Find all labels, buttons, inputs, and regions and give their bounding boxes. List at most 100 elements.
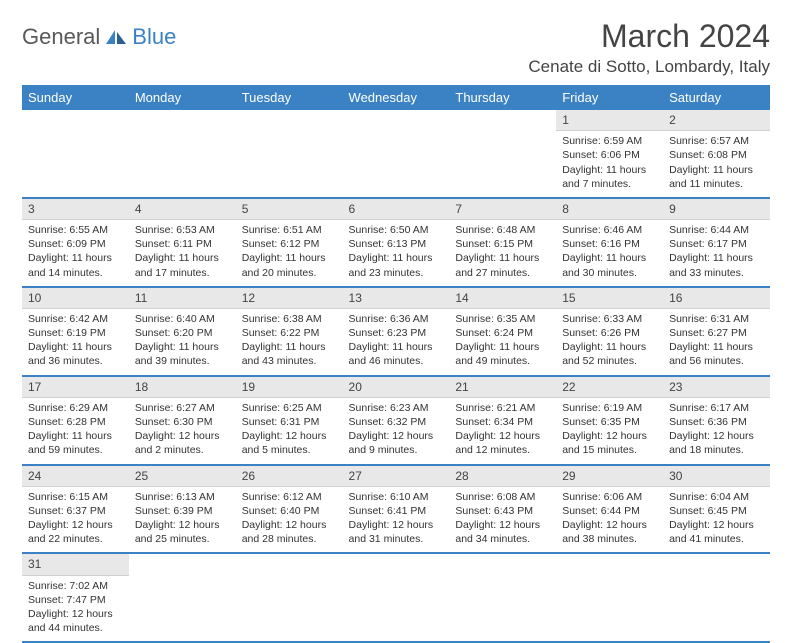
sunset-text: Sunset: 6:19 PM (28, 326, 123, 340)
sunrise-text: Sunrise: 6:23 AM (349, 401, 444, 415)
calendar-week-row: 3Sunrise: 6:55 AMSunset: 6:09 PMDaylight… (22, 198, 770, 287)
daylight-text: Daylight: 11 hours and 33 minutes. (669, 251, 764, 279)
sunrise-text: Sunrise: 6:36 AM (349, 312, 444, 326)
calendar-day-cell (343, 110, 450, 198)
sunrise-text: Sunrise: 6:48 AM (455, 223, 550, 237)
sunrise-text: Sunrise: 6:38 AM (242, 312, 337, 326)
sunset-text: Sunset: 6:06 PM (562, 148, 657, 162)
daylight-text: Daylight: 11 hours and 7 minutes. (562, 163, 657, 191)
weekday-header: Wednesday (343, 85, 450, 110)
sunrise-text: Sunrise: 6:12 AM (242, 490, 337, 504)
calendar-day-cell: 29Sunrise: 6:06 AMSunset: 6:44 PMDayligh… (556, 465, 663, 554)
sunset-text: Sunset: 6:27 PM (669, 326, 764, 340)
day-number: 1 (556, 110, 663, 131)
sunset-text: Sunset: 6:09 PM (28, 237, 123, 251)
day-number: 7 (449, 199, 556, 220)
sunset-text: Sunset: 6:23 PM (349, 326, 444, 340)
daylight-text: Daylight: 11 hours and 11 minutes. (669, 163, 764, 191)
logo-sail-icon (104, 28, 128, 46)
calendar-day-cell: 24Sunrise: 6:15 AMSunset: 6:37 PMDayligh… (22, 465, 129, 554)
sunrise-text: Sunrise: 6:51 AM (242, 223, 337, 237)
sunset-text: Sunset: 6:44 PM (562, 504, 657, 518)
day-number: 14 (449, 288, 556, 309)
calendar-day-cell: 12Sunrise: 6:38 AMSunset: 6:22 PMDayligh… (236, 287, 343, 376)
sunset-text: Sunset: 6:28 PM (28, 415, 123, 429)
daylight-text: Daylight: 12 hours and 31 minutes. (349, 518, 444, 546)
calendar-day-cell: 2 Sunrise: 6:57 AMSunset: 6:08 PMDaylight… (663, 110, 770, 198)
day-content: Sunrise: 6:12 AMSunset: 6:40 PMDaylight:… (236, 487, 343, 553)
calendar-day-cell: 18Sunrise: 6:27 AMSunset: 6:30 PMDayligh… (129, 376, 236, 465)
sunset-text: Sunset: 6:20 PM (135, 326, 230, 340)
header: GeneralBlue March 2024 Cenate di Sotto, … (22, 18, 770, 77)
sunset-text: Sunset: 6:26 PM (562, 326, 657, 340)
day-number: 11 (129, 288, 236, 309)
sunset-text: Sunset: 6:11 PM (135, 237, 230, 251)
daylight-text: Daylight: 12 hours and 41 minutes. (669, 518, 764, 546)
calendar-day-cell: 10Sunrise: 6:42 AMSunset: 6:19 PMDayligh… (22, 287, 129, 376)
calendar-day-cell: 5Sunrise: 6:51 AMSunset: 6:12 PMDaylight… (236, 198, 343, 287)
sunset-text: Sunset: 6:36 PM (669, 415, 764, 429)
sunrise-text: Sunrise: 7:02 AM (28, 579, 123, 593)
day-number: 13 (343, 288, 450, 309)
sunset-text: Sunset: 6:15 PM (455, 237, 550, 251)
calendar-day-cell (22, 110, 129, 198)
daylight-text: Daylight: 12 hours and 2 minutes. (135, 429, 230, 457)
day-number: 2 (663, 110, 770, 131)
calendar-week-row: 31Sunrise: 7:02 AMSunset: 7:47 PMDayligh… (22, 553, 770, 642)
day-number: 27 (343, 466, 450, 487)
day-number: 21 (449, 377, 556, 398)
weekday-header-row: SundayMondayTuesdayWednesdayThursdayFrid… (22, 85, 770, 110)
daylight-text: Daylight: 12 hours and 28 minutes. (242, 518, 337, 546)
day-number: 18 (129, 377, 236, 398)
sunrise-text: Sunrise: 6:50 AM (349, 223, 444, 237)
sunrise-text: Sunrise: 6:59 AM (562, 134, 657, 148)
calendar-day-cell: 28Sunrise: 6:08 AMSunset: 6:43 PMDayligh… (449, 465, 556, 554)
day-content: Sunrise: 6:53 AMSunset: 6:11 PMDaylight:… (129, 220, 236, 286)
calendar-day-cell: 30Sunrise: 6:04 AMSunset: 6:45 PMDayligh… (663, 465, 770, 554)
day-content: Sunrise: 6:27 AMSunset: 6:30 PMDaylight:… (129, 398, 236, 464)
day-number: 16 (663, 288, 770, 309)
calendar-day-cell: 9Sunrise: 6:44 AMSunset: 6:17 PMDaylight… (663, 198, 770, 287)
daylight-text: Daylight: 11 hours and 46 minutes. (349, 340, 444, 368)
sunrise-text: Sunrise: 6:57 AM (669, 134, 764, 148)
sunrise-text: Sunrise: 6:08 AM (455, 490, 550, 504)
calendar-day-cell: 15Sunrise: 6:33 AMSunset: 6:26 PMDayligh… (556, 287, 663, 376)
calendar-day-cell (236, 553, 343, 642)
day-content: Sunrise: 6:50 AMSunset: 6:13 PMDaylight:… (343, 220, 450, 286)
daylight-text: Daylight: 12 hours and 15 minutes. (562, 429, 657, 457)
day-content: Sunrise: 6:17 AMSunset: 6:36 PMDaylight:… (663, 398, 770, 464)
sunrise-text: Sunrise: 6:19 AM (562, 401, 657, 415)
sunset-text: Sunset: 6:22 PM (242, 326, 337, 340)
calendar-day-cell: 4Sunrise: 6:53 AMSunset: 6:11 PMDaylight… (129, 198, 236, 287)
calendar-day-cell: 6Sunrise: 6:50 AMSunset: 6:13 PMDaylight… (343, 198, 450, 287)
calendar-day-cell: 23Sunrise: 6:17 AMSunset: 6:36 PMDayligh… (663, 376, 770, 465)
day-number: 10 (22, 288, 129, 309)
day-content: Sunrise: 6:06 AMSunset: 6:44 PMDaylight:… (556, 487, 663, 553)
day-number: 20 (343, 377, 450, 398)
day-number: 3 (22, 199, 129, 220)
day-content: Sunrise: 6:48 AMSunset: 6:15 PMDaylight:… (449, 220, 556, 286)
sunrise-text: Sunrise: 6:10 AM (349, 490, 444, 504)
calendar-day-cell: 11Sunrise: 6:40 AMSunset: 6:20 PMDayligh… (129, 287, 236, 376)
daylight-text: Daylight: 12 hours and 22 minutes. (28, 518, 123, 546)
day-content: Sunrise: 6:29 AMSunset: 6:28 PMDaylight:… (22, 398, 129, 464)
sunrise-text: Sunrise: 6:21 AM (455, 401, 550, 415)
daylight-text: Daylight: 11 hours and 56 minutes. (669, 340, 764, 368)
daylight-text: Daylight: 11 hours and 14 minutes. (28, 251, 123, 279)
day-content: Sunrise: 6:08 AMSunset: 6:43 PMDaylight:… (449, 487, 556, 553)
daylight-text: Daylight: 12 hours and 9 minutes. (349, 429, 444, 457)
sunset-text: Sunset: 6:08 PM (669, 148, 764, 162)
day-number: 25 (129, 466, 236, 487)
day-number: 12 (236, 288, 343, 309)
daylight-text: Daylight: 11 hours and 52 minutes. (562, 340, 657, 368)
sunset-text: Sunset: 6:30 PM (135, 415, 230, 429)
sunrise-text: Sunrise: 6:25 AM (242, 401, 337, 415)
calendar-week-row: 1Sunrise: 6:59 AMSunset: 6:06 PMDaylight… (22, 110, 770, 198)
sunset-text: Sunset: 6:32 PM (349, 415, 444, 429)
day-content: Sunrise: 6:36 AMSunset: 6:23 PMDaylight:… (343, 309, 450, 375)
calendar-day-cell: 20 Sunrise: 6:23 AMSunset: 6:32 PMDayligh… (343, 376, 450, 465)
daylight-text: Daylight: 12 hours and 44 minutes. (28, 607, 123, 635)
day-number: 5 (236, 199, 343, 220)
weekday-header: Sunday (22, 85, 129, 110)
day-number: 6 (343, 199, 450, 220)
